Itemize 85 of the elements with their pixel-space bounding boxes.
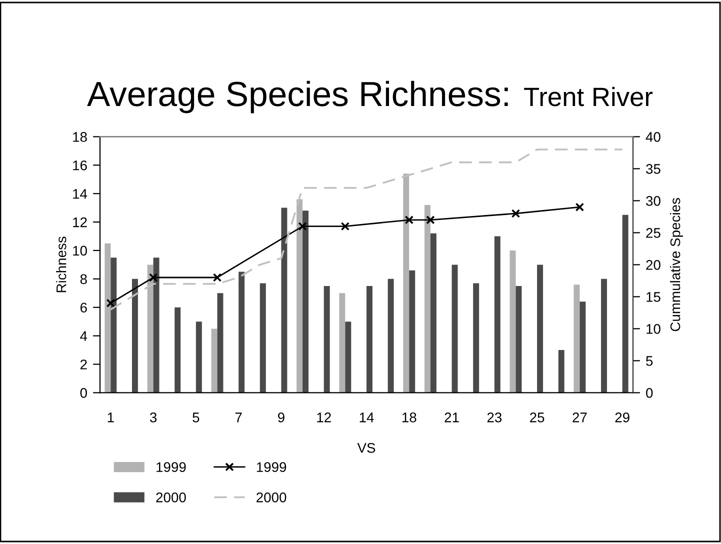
- x-tick-label: 9: [278, 412, 284, 422]
- y2-tick-label: 15: [646, 292, 660, 302]
- y2-tick-label: 40: [646, 132, 660, 142]
- bar: [403, 174, 410, 393]
- bar: [104, 243, 111, 393]
- bar: [424, 204, 430, 393]
- bar: [302, 210, 309, 393]
- point: [106, 298, 116, 308]
- bar: [345, 322, 352, 393]
- x-tick-label: 5: [192, 412, 200, 422]
- point: [426, 216, 435, 224]
- y-tick-label: 12: [73, 217, 87, 228]
- bar: [516, 286, 522, 393]
- bar: [217, 293, 224, 393]
- y-tick-label: 14: [73, 189, 88, 199]
- bar: [281, 208, 288, 393]
- bar: [174, 307, 181, 393]
- bar: [430, 233, 436, 393]
- x-tick-label: 12: [317, 412, 331, 422]
- point: [298, 222, 307, 231]
- bar: [211, 328, 218, 393]
- legend-label: 2000: [256, 492, 286, 502]
- bar: [153, 258, 160, 393]
- y2-tick-label: 5: [646, 356, 653, 366]
- y2-tick-label: 10: [646, 324, 660, 334]
- y2-tick-label: 35: [646, 164, 660, 174]
- chart-title: Average Species Richness:: [87, 80, 508, 114]
- bar: [132, 278, 138, 393]
- y-tick-label: 16: [73, 160, 87, 170]
- x-tick-label: 29: [615, 412, 630, 422]
- y-tick-label: 6: [80, 302, 87, 313]
- bar: [494, 236, 500, 393]
- y-tick-label: 0: [80, 388, 87, 398]
- x-tick-label: 3: [150, 412, 157, 422]
- x-tick-label: 25: [530, 412, 544, 422]
- point: [148, 273, 158, 282]
- y-tick-label: 8: [80, 274, 87, 284]
- point: [404, 216, 414, 224]
- y2-tick-label: 25: [646, 228, 660, 238]
- bar: [510, 250, 516, 393]
- y2-tick-label: 30: [646, 196, 660, 206]
- y-tick-label: 18: [73, 132, 87, 142]
- bar: [339, 293, 346, 393]
- y-tick-label: 10: [73, 246, 87, 256]
- x-tick-label: 18: [402, 412, 416, 422]
- bar: [260, 283, 266, 393]
- y-tick-label: 2: [80, 360, 87, 370]
- y2-axis-title: Cummulative Species: [670, 198, 683, 332]
- bar: [196, 322, 202, 393]
- bar: [147, 264, 154, 393]
- chart-subtitle: Trent River: [524, 86, 653, 106]
- line-series: [110, 148, 624, 310]
- bar: [574, 284, 580, 393]
- y2-tick-label: 20: [646, 260, 660, 270]
- legend-label: 1999: [156, 462, 186, 472]
- legend-label: 2000: [156, 492, 186, 502]
- bar: [452, 264, 458, 393]
- point: [575, 202, 584, 212]
- y-axis-title: Richness: [56, 236, 66, 292]
- x-tick-label: 23: [487, 412, 502, 422]
- point: [212, 273, 222, 282]
- bar: [296, 199, 303, 393]
- bar: [324, 286, 330, 393]
- legend-label: 1999: [256, 462, 286, 472]
- point: [340, 222, 350, 231]
- point: [511, 209, 520, 218]
- bar: [537, 264, 544, 393]
- x-axis-title: VS: [357, 442, 376, 453]
- bar: [110, 258, 117, 393]
- bar: [473, 283, 480, 393]
- bar: [366, 286, 372, 393]
- y2-tick-label: 0: [646, 388, 653, 398]
- bar: [601, 278, 607, 393]
- x-tick-label: 14: [360, 412, 374, 422]
- bar: [409, 270, 416, 393]
- bar: [388, 278, 394, 393]
- bar: [622, 214, 628, 393]
- x-tick-label: 21: [444, 412, 459, 422]
- x-tick-label: 27: [572, 412, 587, 422]
- bar: [558, 350, 564, 393]
- bar: [238, 272, 245, 393]
- x-tick-label: 7: [235, 412, 242, 422]
- y-tick-label: 4: [80, 331, 88, 341]
- x-tick-label: 1: [108, 412, 114, 422]
- bar: [580, 302, 586, 393]
